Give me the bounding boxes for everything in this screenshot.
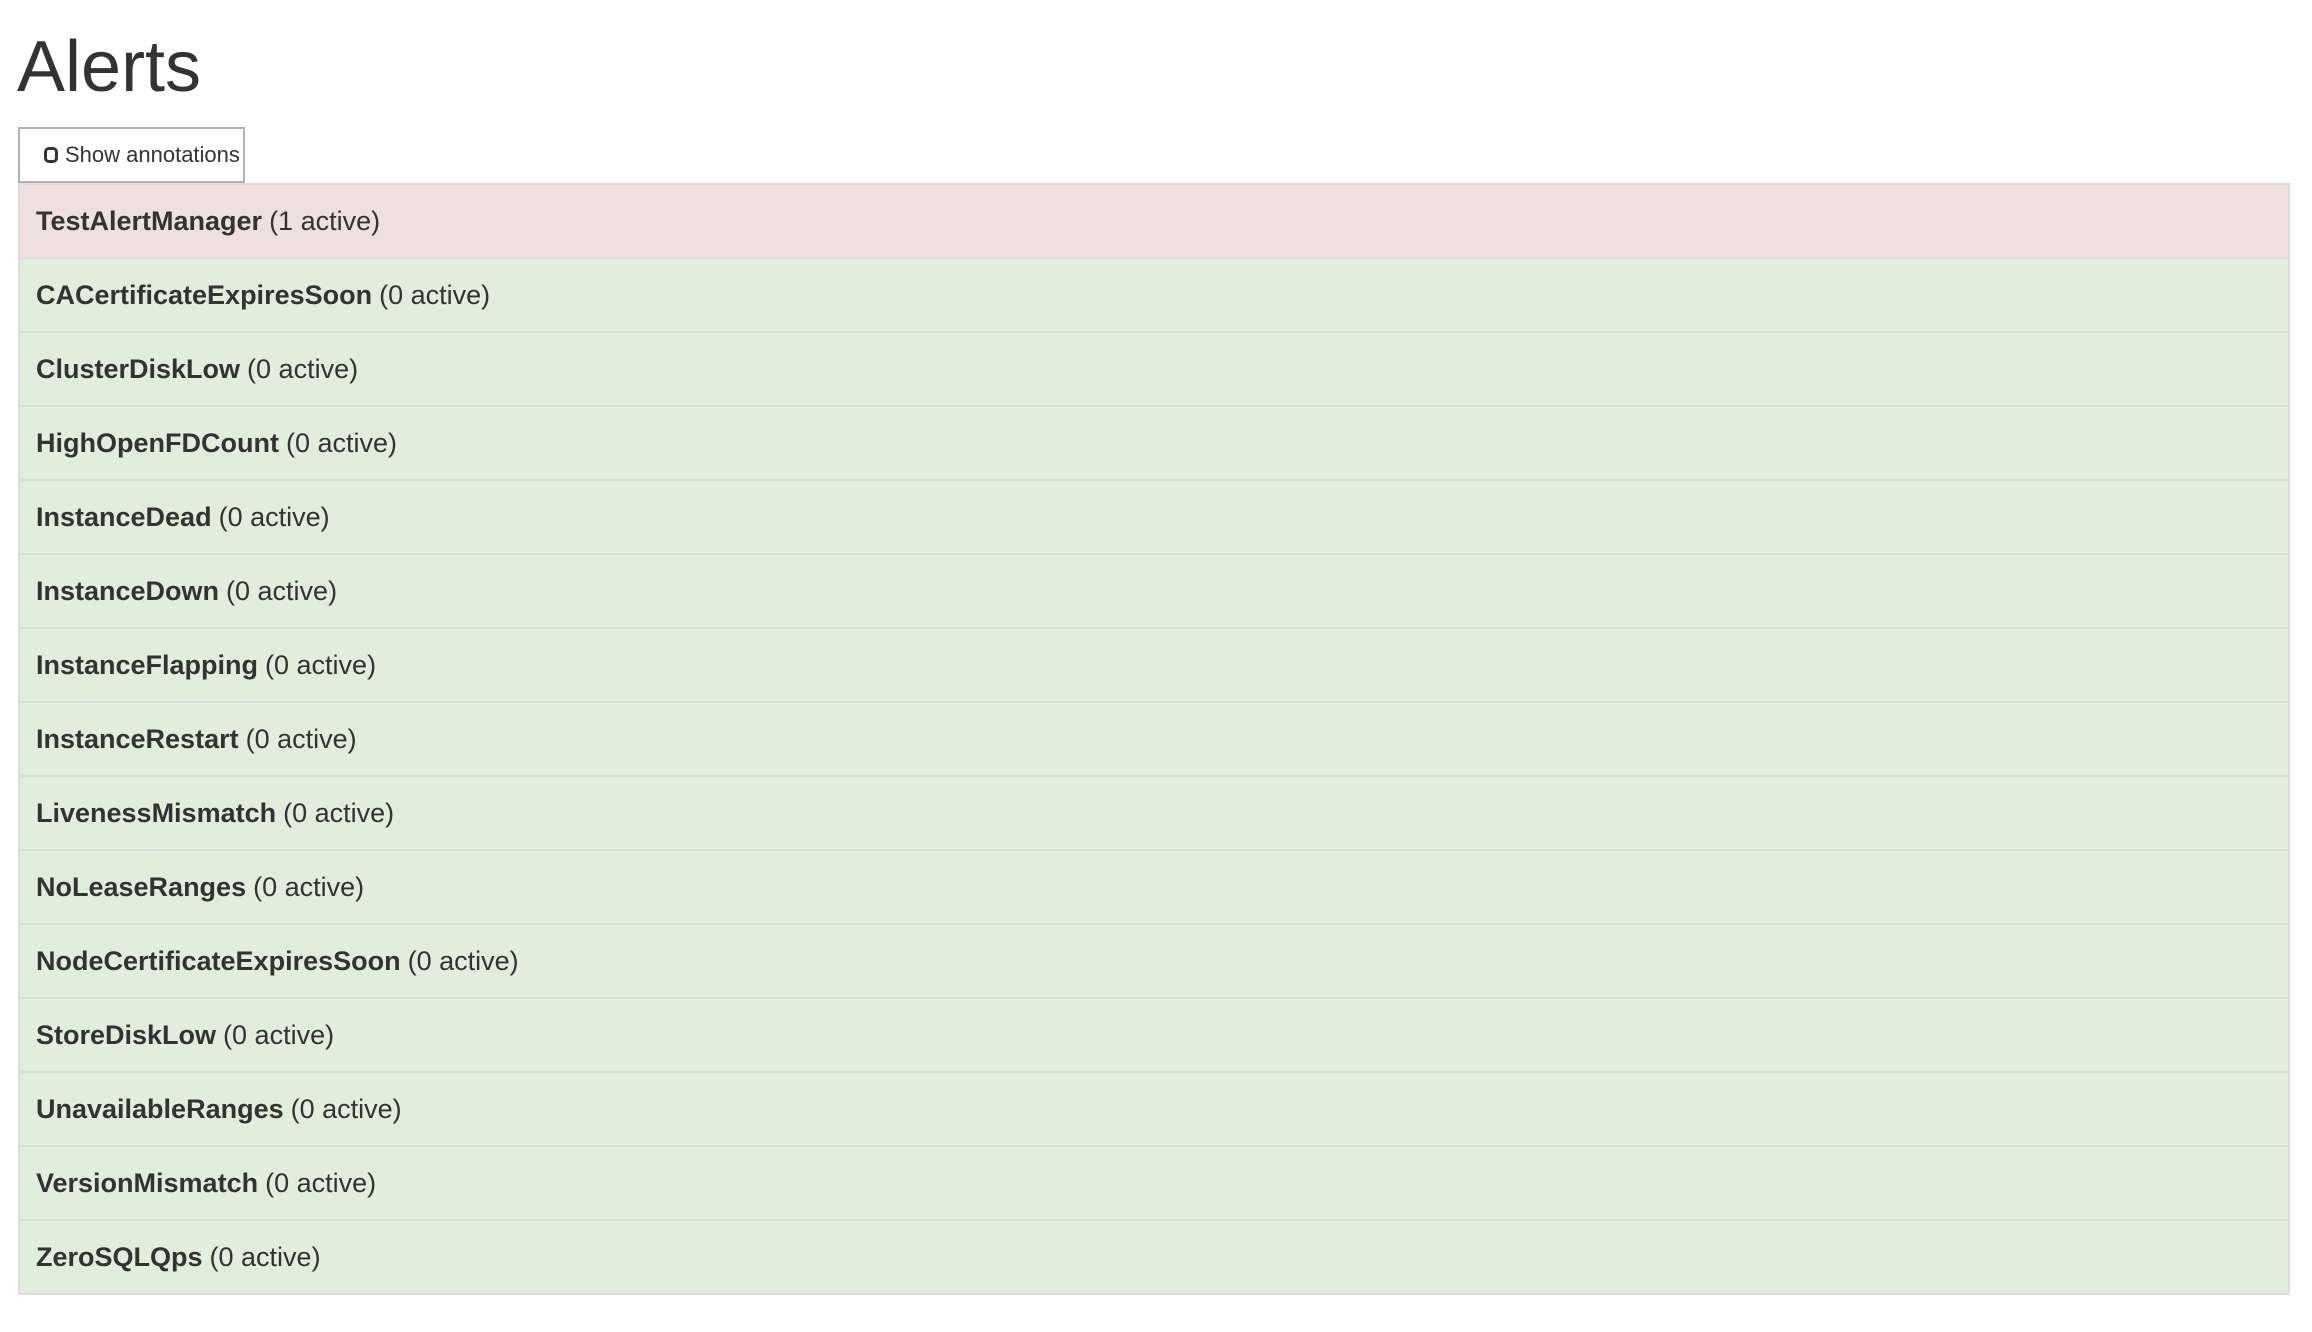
alert-status: (0 active) (226, 575, 338, 606)
alert-status: (0 active) (245, 723, 357, 754)
alert-row-testalertmanager[interactable]: TestAlertManager (1 active) (20, 183, 2288, 257)
alert-status: (0 active) (265, 1167, 377, 1198)
alert-name: UnavailableRanges (36, 1093, 284, 1124)
alert-status: (0 active) (209, 1241, 321, 1272)
alert-row-instancerestart[interactable]: InstanceRestart (0 active) (20, 701, 2288, 775)
alert-row-instancedown[interactable]: InstanceDown (0 active) (20, 553, 2288, 627)
alert-name: InstanceFlapping (36, 649, 259, 680)
alert-status: (0 active) (253, 871, 365, 902)
alert-status: (0 active) (290, 1093, 402, 1124)
alert-name: VersionMismatch (36, 1167, 259, 1198)
alert-status: (0 active) (285, 427, 397, 458)
alert-status: (0 active) (407, 945, 519, 976)
alert-row-livenessmismatch[interactable]: LivenessMismatch (0 active) (20, 775, 2288, 849)
alert-status: (0 active) (265, 649, 377, 680)
show-annotations-toggle[interactable]: Show annotations (18, 127, 245, 183)
alert-name: NoLeaseRanges (36, 871, 247, 902)
alert-name: ZeroSQLQps (36, 1241, 203, 1272)
alert-name: HighOpenFDCount (36, 427, 279, 458)
alert-name: StoreDiskLow (36, 1019, 217, 1050)
alert-row-zerosqlqps[interactable]: ZeroSQLQps (0 active) (20, 1219, 2288, 1293)
alert-status: (1 active) (269, 205, 381, 236)
alert-row-nodecertificateexpiressoon[interactable]: NodeCertificateExpiresSoon (0 active) (20, 923, 2288, 997)
show-annotations-label: Show annotations (65, 142, 240, 167)
alert-name: CACertificateExpiresSoon (36, 279, 373, 310)
alert-status: (0 active) (379, 279, 491, 310)
alert-row-versionmismatch[interactable]: VersionMismatch (0 active) (20, 1145, 2288, 1219)
alert-name: InstanceRestart (36, 723, 239, 754)
alert-name: NodeCertificateExpiresSoon (36, 945, 401, 976)
alert-row-instancedead[interactable]: InstanceDead (0 active) (20, 479, 2288, 553)
alert-name: ClusterDiskLow (36, 353, 241, 384)
alert-status: (0 active) (223, 1019, 335, 1050)
alert-row-instanceflapping[interactable]: InstanceFlapping (0 active) (20, 627, 2288, 701)
alert-list: TestAlertManager (1 active) CACertificateE… (18, 183, 2290, 1295)
alert-name: TestAlertManager (36, 205, 263, 236)
alert-status: (0 active) (283, 797, 395, 828)
alert-row-unavailableranges[interactable]: UnavailableRanges (0 active) (20, 1071, 2288, 1145)
alert-row-cacertificateexpiressoon[interactable]: CACertificateExpiresSoon (0 active) (20, 257, 2288, 331)
page-title: Alerts (17, 27, 202, 107)
alert-name: InstanceDown (36, 575, 220, 606)
alert-row-clusterdisklow[interactable]: ClusterDiskLow (0 active) (20, 331, 2288, 405)
alert-row-highopenfdcount[interactable]: HighOpenFDCount (0 active) (20, 405, 2288, 479)
alert-status: (0 active) (218, 501, 330, 532)
checkbox-icon[interactable] (44, 147, 58, 163)
alert-name: LivenessMismatch (36, 797, 277, 828)
alert-status: (0 active) (247, 353, 359, 384)
alert-row-noleaseranges[interactable]: NoLeaseRanges (0 active) (20, 849, 2288, 923)
alert-row-storedisklow[interactable]: StoreDiskLow (0 active) (20, 997, 2288, 1071)
alert-name: InstanceDead (36, 501, 212, 532)
